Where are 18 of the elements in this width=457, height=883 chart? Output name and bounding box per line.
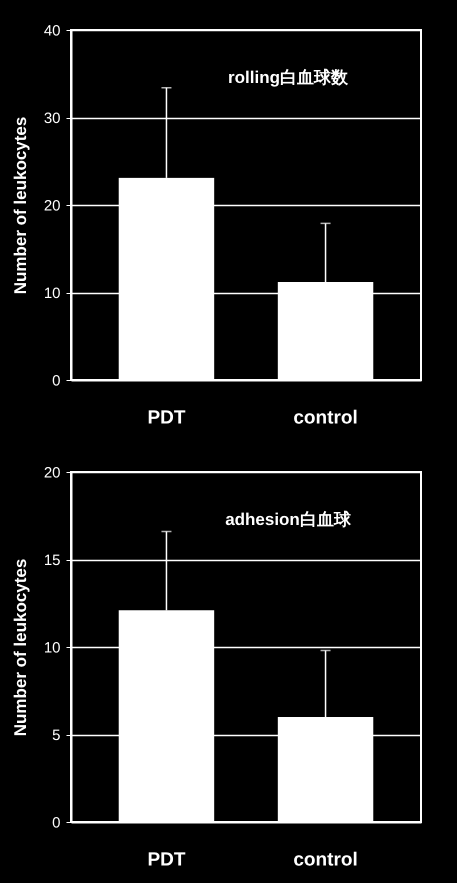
y-axis-title: Number of leukocytes	[10, 116, 30, 294]
x-tick-label: PDT	[147, 408, 186, 428]
y-tick-label: 0	[52, 372, 60, 390]
y-tick-label: 5	[52, 727, 60, 744]
y-tick-label: 20	[44, 464, 60, 482]
annotation: adhesion白血球	[225, 510, 352, 529]
y-tick-label: 0	[52, 814, 60, 832]
annotation: rolling白血球数	[228, 68, 349, 87]
y-tick-label: 20	[44, 198, 60, 214]
x-tick-label: PDT	[147, 850, 186, 870]
y-tick-label: 40	[44, 22, 60, 40]
y-tick-label: 15	[44, 552, 60, 569]
y-tick-label: 30	[44, 110, 60, 127]
y-tick-label: 10	[44, 640, 60, 656]
x-tick-label: control	[293, 850, 358, 870]
y-tick-label: 10	[44, 285, 60, 302]
y-axis-title: Number of leukocytes	[10, 558, 30, 736]
x-tick-label: control	[293, 408, 358, 428]
